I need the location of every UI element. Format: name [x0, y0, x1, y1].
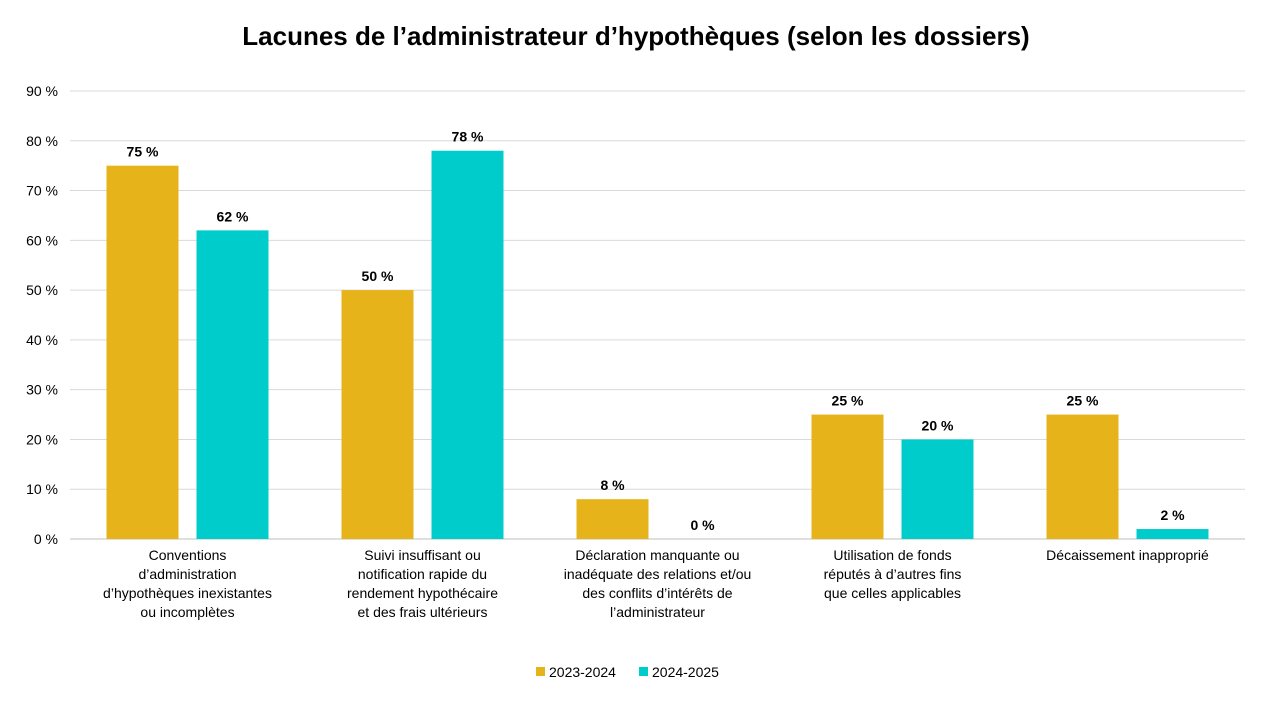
category-label-line: rendement hypothécaire	[347, 585, 498, 601]
category-label: Déclaration manquante ou inadéquate des r…	[564, 547, 752, 620]
bar	[901, 439, 974, 539]
category-label-line: l’administrateur	[610, 604, 705, 620]
category-label-line: Suivi insuffisant ou	[364, 547, 480, 563]
category-label: Utilisation de fonds réputés à d’autres f…	[824, 547, 962, 601]
category-label-line: des conflits d’intérêts de	[582, 585, 732, 601]
chart-title: Lacunes de l’administrateur d’hypothèque…	[242, 21, 1029, 51]
legend: 2023-2024 2024-2025	[536, 664, 719, 680]
category-label-line: Conventions	[149, 547, 227, 563]
legend-swatch	[536, 667, 545, 676]
data-label: 78 %	[452, 129, 484, 145]
y-tick-label: 10 %	[26, 481, 58, 497]
category-label-line: et des frais ultérieurs	[358, 604, 488, 620]
x-axis-categories: Conventions d’administration d’hypothèques…	[103, 547, 1209, 620]
bar	[106, 165, 179, 539]
category-label-line: d’administration	[138, 566, 236, 582]
bars	[106, 150, 1209, 539]
category-label-line: inadéquate des relations et/ou	[564, 566, 752, 582]
bar	[1046, 414, 1119, 539]
y-tick-label: 20 %	[26, 431, 58, 447]
y-tick-label: 0 %	[34, 531, 58, 547]
data-label: 8 %	[600, 477, 625, 493]
data-label: 20 %	[922, 417, 954, 433]
category-label-line: notification rapide du	[358, 566, 487, 582]
category-label-line: ou incomplètes	[140, 604, 234, 620]
legend-label: 2023-2024	[549, 664, 616, 680]
category-label-line: Décaissement inapproprié	[1046, 547, 1209, 563]
category-label-line: que celles applicables	[824, 585, 961, 601]
bar	[576, 499, 649, 539]
category-label-line: réputés à d’autres fins	[824, 566, 962, 582]
data-labels: 75 % 62 % 50 % 78 % 8 % 0 % 25 % 20 % 25 % 2 %	[127, 129, 1186, 533]
legend-label: 2024-2025	[652, 664, 719, 680]
category-label: Conventions d’administration d’hypothèques…	[103, 547, 272, 620]
y-tick-label: 70 %	[26, 183, 58, 199]
bar	[431, 150, 504, 539]
y-axis-ticks: 0 % 10 % 20 % 30 % 40 % 50 % 60 % 70 % 80 % 90 %	[26, 83, 58, 547]
bar	[1136, 529, 1209, 539]
y-tick-label: 80 %	[26, 133, 58, 149]
category-label: Suivi insuffisant ou notification rapide …	[347, 547, 498, 620]
data-label: 75 %	[127, 144, 159, 160]
data-label: 25 %	[1067, 393, 1099, 409]
category-label: Décaissement inapproprié	[1046, 547, 1209, 563]
category-label-line: Déclaration manquante ou	[575, 547, 739, 563]
bar	[811, 414, 884, 539]
category-label-line: d’hypothèques inexistantes	[103, 585, 272, 601]
bar	[341, 290, 414, 539]
data-label: 25 %	[832, 393, 864, 409]
category-label-line: Utilisation de fonds	[833, 547, 951, 563]
y-tick-label: 40 %	[26, 332, 58, 348]
y-tick-label: 30 %	[26, 382, 58, 398]
bar	[196, 230, 269, 539]
legend-swatch	[639, 667, 648, 676]
y-tick-label: 90 %	[26, 83, 58, 99]
y-tick-label: 60 %	[26, 232, 58, 248]
y-tick-label: 50 %	[26, 282, 58, 298]
data-label: 0 %	[690, 517, 715, 533]
data-label: 2 %	[1160, 507, 1185, 523]
data-label: 62 %	[217, 208, 249, 224]
data-label: 50 %	[362, 268, 394, 284]
